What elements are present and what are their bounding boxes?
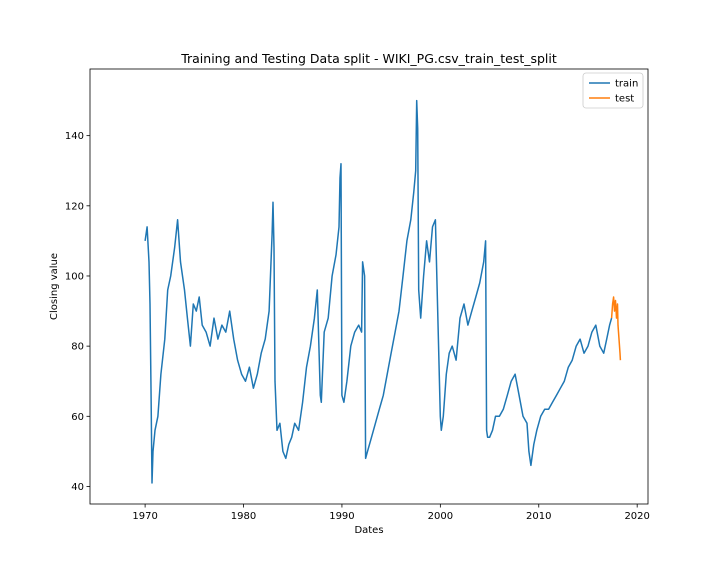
x-axis-label: Dates	[354, 525, 383, 536]
chart-title: Training and Testing Data split - WIKI_P…	[180, 51, 557, 66]
y-tick-label: 140	[65, 131, 84, 142]
y-tick-label: 100	[65, 271, 84, 282]
y-tick-label: 60	[71, 412, 84, 423]
plot-area	[90, 69, 648, 504]
legend-label-test: test	[615, 94, 634, 105]
x-tick-label: 2020	[624, 511, 649, 522]
x-tick-label: 2000	[428, 511, 453, 522]
series-layer	[144, 99, 622, 484]
plot-frame	[89, 68, 649, 505]
y-tick-label: 80	[71, 342, 84, 353]
y-axis-label: Closing value	[49, 253, 60, 320]
y-axis-ticks: 40 60 80 100 120 140	[65, 131, 90, 493]
x-tick-label: 2010	[526, 511, 551, 522]
x-tick-label: 1990	[329, 511, 354, 522]
series-line-train	[144, 99, 613, 484]
legend-box	[582, 72, 644, 109]
y-tick-label: 40	[71, 482, 84, 493]
y-tick-label: 120	[65, 201, 84, 212]
series-line-test	[610, 296, 622, 361]
legend-label-train: train	[615, 79, 638, 90]
x-tick-label: 1980	[231, 511, 256, 522]
legend: train test	[582, 72, 644, 109]
x-axis-ticks: 1970 1980 1990 2000 2010 2020	[132, 504, 650, 522]
x-tick-label: 1970	[132, 511, 157, 522]
